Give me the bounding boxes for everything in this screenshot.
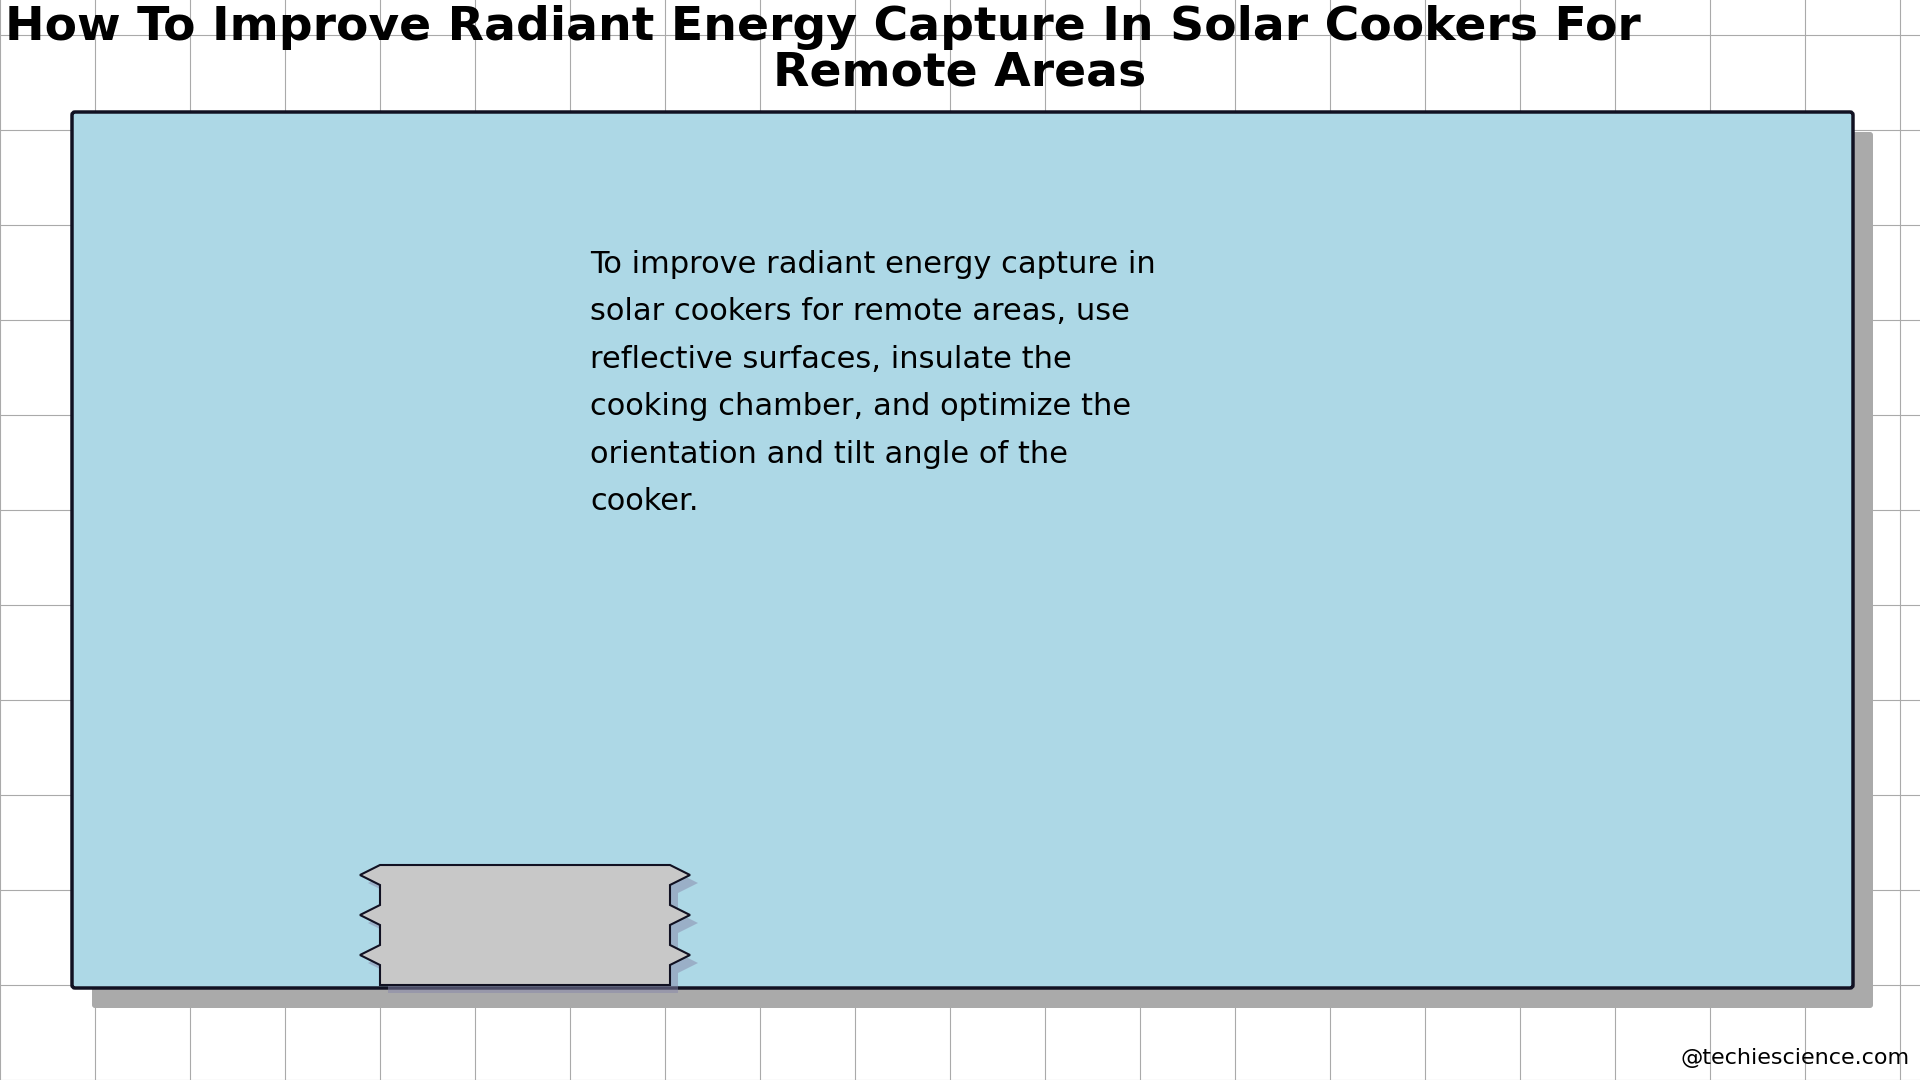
Polygon shape xyxy=(361,865,689,985)
Polygon shape xyxy=(369,873,699,993)
FancyBboxPatch shape xyxy=(92,132,1874,1008)
Text: Remote Areas: Remote Areas xyxy=(774,50,1146,95)
Text: To improve radiant energy capture in
solar cookers for remote areas, use
reflect: To improve radiant energy capture in sol… xyxy=(589,249,1156,516)
Text: How To Improve Radiant Energy Capture In Solar Cookers For: How To Improve Radiant Energy Capture In… xyxy=(6,5,1642,50)
FancyBboxPatch shape xyxy=(73,112,1853,988)
Text: @techiescience.com: @techiescience.com xyxy=(1680,1048,1910,1068)
